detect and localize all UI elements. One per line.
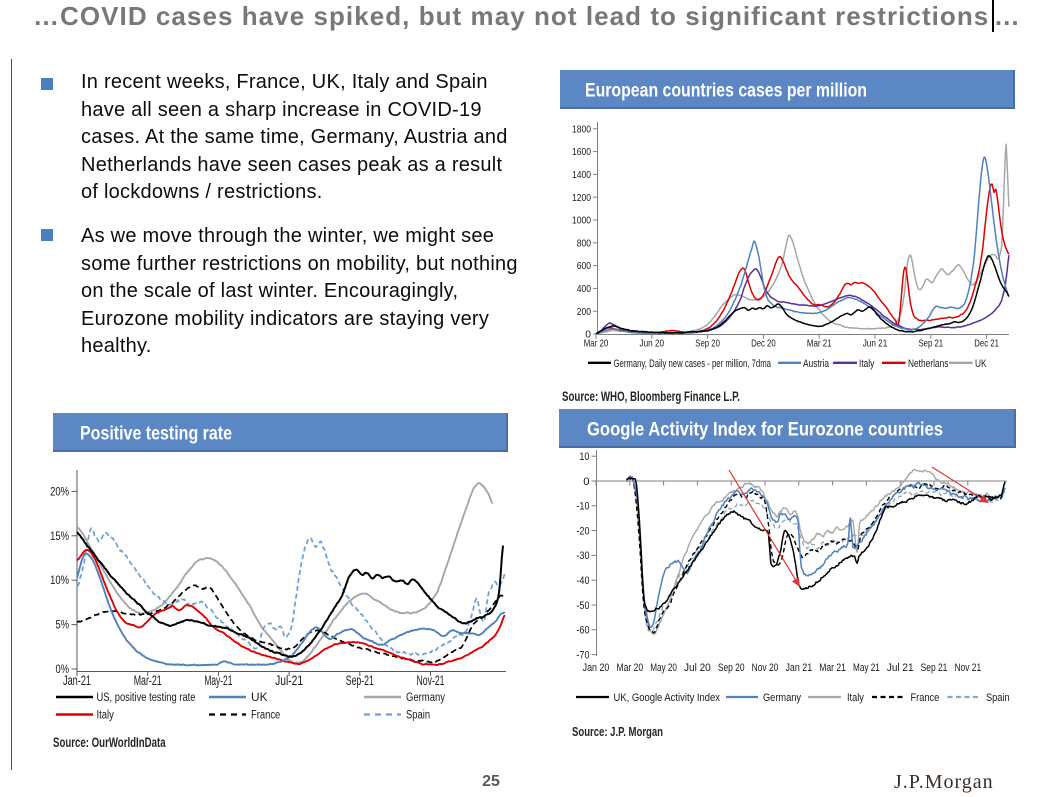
svg-text:Spain: Spain (986, 692, 1010, 704)
svg-text:Mar 20: Mar 20 (616, 662, 643, 674)
svg-text:Italy: Italy (97, 710, 115, 722)
svg-text:Google Activity Index for Euro: Google Activity Index for Eurozone count… (587, 419, 943, 441)
svg-text:Austria: Austria (803, 358, 830, 370)
svg-text:Sep 20: Sep 20 (695, 339, 720, 350)
svg-text:Mar 21: Mar 21 (807, 339, 832, 350)
svg-text:Jul 21: Jul 21 (887, 662, 914, 674)
svg-text:Mar-21: Mar-21 (134, 673, 162, 688)
svg-text:May 21: May 21 (853, 662, 880, 674)
svg-text:Jan 20: Jan 20 (583, 662, 610, 674)
svg-text:US, positive testing rate: US, positive testing rate (97, 692, 196, 704)
svg-text:European countries cases per m: European countries cases per million (585, 81, 867, 102)
svg-text:400: 400 (577, 284, 592, 295)
svg-text:Dec 21: Dec 21 (974, 339, 999, 350)
svg-text:200: 200 (577, 307, 592, 318)
svg-text:0: 0 (583, 476, 589, 488)
svg-text:0%: 0% (56, 664, 70, 676)
svg-text:Nov 21: Nov 21 (954, 662, 981, 674)
svg-text:-20: -20 (576, 525, 589, 537)
svg-text:1000: 1000 (572, 216, 591, 227)
svg-text:10%: 10% (50, 575, 69, 587)
svg-text:Source: WHO, Bloomberg Finance: Source: WHO, Bloomberg Finance L.P. (562, 389, 740, 404)
svg-text:France: France (251, 710, 280, 722)
svg-text:1200: 1200 (572, 193, 591, 204)
svg-text:1800: 1800 (572, 124, 591, 135)
svg-text:Sep 20: Sep 20 (718, 662, 745, 674)
svg-text:Netherlans: Netherlans (908, 358, 949, 370)
svg-text:Jun 20: Jun 20 (640, 339, 665, 350)
svg-text:-40: -40 (576, 575, 589, 587)
svg-text:France: France (911, 692, 940, 704)
svg-text:-70: -70 (576, 649, 589, 661)
svg-text:UK: UK (251, 692, 268, 704)
svg-text:Dec 20: Dec 20 (751, 339, 776, 350)
svg-text:Source: OurWorldInData: Source: OurWorldInData (53, 735, 166, 750)
svg-text:Jul 20: Jul 20 (684, 662, 711, 674)
svg-text:600: 600 (577, 261, 592, 272)
svg-text:1400: 1400 (572, 170, 591, 181)
svg-text:-50: -50 (576, 600, 589, 612)
svg-text:-60: -60 (576, 625, 589, 637)
svg-text:UK: UK (975, 358, 987, 370)
svg-text:10: 10 (579, 451, 589, 463)
svg-text:0: 0 (585, 330, 591, 341)
svg-text:Sep-21: Sep-21 (346, 673, 374, 688)
svg-text:Germany: Germany (406, 692, 445, 704)
svg-text:Sep 21: Sep 21 (919, 339, 944, 350)
svg-text:Jun 21: Jun 21 (863, 339, 888, 350)
svg-text:Nov-21: Nov-21 (417, 673, 445, 688)
svg-text:Jan-21: Jan-21 (63, 673, 91, 688)
svg-text:Sep 21: Sep 21 (921, 662, 948, 674)
svg-text:5%: 5% (56, 620, 70, 632)
svg-text:Mar 21: Mar 21 (819, 662, 846, 674)
svg-text:Germany: Germany (763, 692, 801, 704)
svg-text:Nov 20: Nov 20 (752, 662, 779, 674)
svg-text:Jul-21: Jul-21 (275, 673, 303, 688)
svg-text:Mar 20: Mar 20 (584, 339, 609, 350)
svg-text:Germany, Daily new cases - per: Germany, Daily new cases - per million, … (614, 358, 772, 370)
svg-text:Jan 21: Jan 21 (785, 662, 812, 674)
svg-text:Spain: Spain (406, 710, 430, 722)
svg-text:Italy: Italy (847, 692, 864, 704)
svg-text:Positive testing rate: Positive testing rate (80, 424, 232, 445)
svg-text:Italy: Italy (859, 358, 875, 370)
svg-text:800: 800 (577, 238, 592, 249)
svg-text:May-21: May-21 (204, 673, 232, 688)
svg-text:-30: -30 (576, 550, 589, 562)
svg-text:UK, Google Activity Index: UK, Google Activity Index (614, 692, 721, 704)
svg-text:15%: 15% (50, 531, 69, 543)
svg-text:20%: 20% (50, 486, 69, 498)
svg-text:-10: -10 (576, 501, 589, 513)
svg-text:Source: J.P. Morgan: Source: J.P. Morgan (572, 724, 663, 739)
svg-text:May 20: May 20 (650, 662, 677, 674)
svg-text:1600: 1600 (572, 147, 591, 158)
